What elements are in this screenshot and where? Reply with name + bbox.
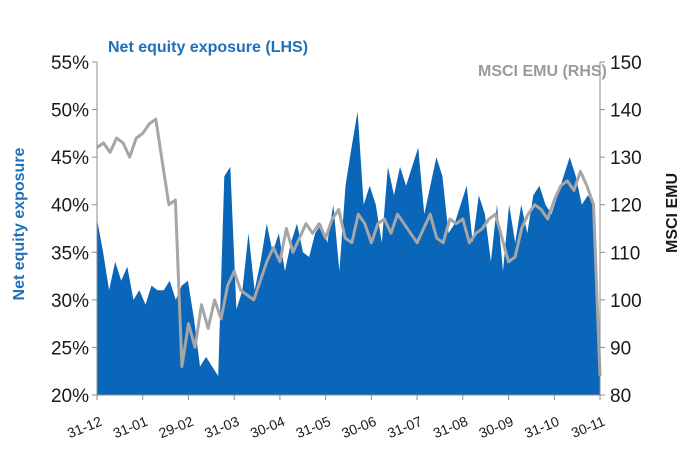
- x-tick-label: 31-01: [111, 413, 150, 441]
- y-left-tick-label: 25%: [51, 338, 89, 359]
- x-tick-label: 30-11: [569, 413, 607, 441]
- y-left-tick-label: 50%: [51, 101, 89, 122]
- area-layer: [97, 111, 600, 395]
- y-left-tick-label: 45%: [51, 148, 89, 169]
- y-left-tick-label: 40%: [51, 196, 89, 217]
- y-right-tick-label: 110: [610, 243, 640, 264]
- line-layer: [96, 117, 602, 377]
- x-tick-label: 30-06: [339, 413, 378, 441]
- x-tick-label: 29-02: [156, 413, 195, 441]
- area-net-equity: [97, 111, 600, 395]
- y-axis-right-title: MSCI EMU: [664, 173, 681, 253]
- y-right-tick-label: 120: [610, 196, 642, 217]
- x-tick-label: 31-12: [65, 413, 104, 441]
- y-left-tick-label: 55%: [51, 53, 89, 74]
- y-right-tick-label: 100: [610, 291, 642, 312]
- y-axis-left-title: Net equity exposure: [11, 147, 28, 300]
- y-left-tick-label: 20%: [51, 386, 89, 407]
- x-tick-label: 30-04: [248, 413, 287, 441]
- x-tick-label: 31-10: [522, 413, 561, 441]
- y-right-tick-label: 90: [610, 338, 631, 359]
- y-left-tick-label: 35%: [51, 243, 89, 264]
- line-msci-emu: [96, 117, 602, 377]
- x-tick-label: 30-09: [476, 413, 515, 441]
- y-right-tick-label: 80: [610, 386, 631, 407]
- x-tick-label: 31-08: [431, 413, 470, 441]
- y-right-tick-label: 140: [610, 101, 642, 122]
- y-right-tick-label: 150: [610, 53, 642, 74]
- x-tick-label: 31-03: [202, 413, 241, 441]
- series-label-net-equity: Net equity exposure (LHS): [108, 39, 308, 56]
- x-tick-label: 31-07: [385, 413, 424, 441]
- series-label-msci-emu: MSCI EMU (RHS): [478, 63, 607, 80]
- y-right-tick-label: 130: [610, 148, 642, 169]
- x-tick-label: 31-05: [294, 413, 333, 441]
- y-left-tick-label: 30%: [51, 291, 89, 312]
